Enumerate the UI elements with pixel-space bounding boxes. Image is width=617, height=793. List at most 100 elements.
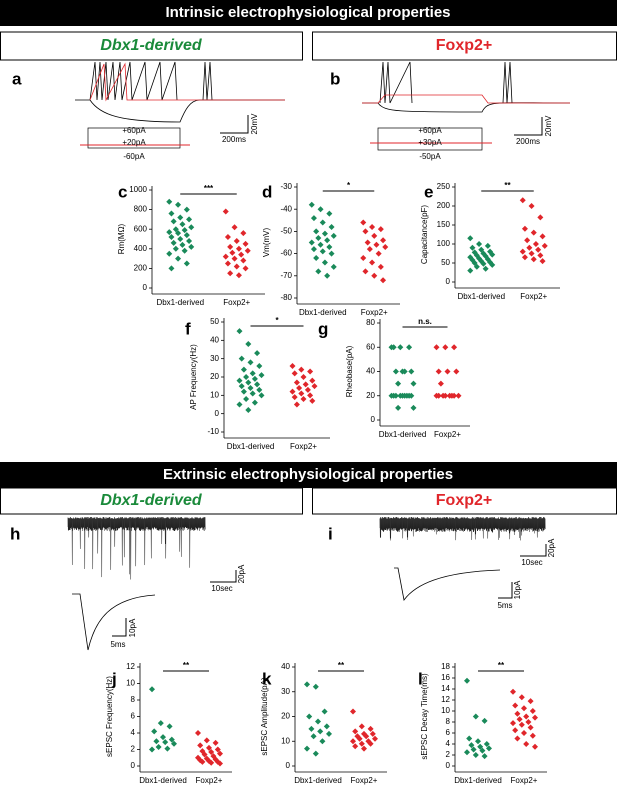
- data-point: [254, 381, 261, 388]
- data-point: [478, 246, 485, 253]
- data-point: [364, 239, 371, 246]
- data-point: [308, 725, 315, 732]
- y-tick-label: 0: [286, 761, 291, 770]
- data-point: [311, 383, 318, 390]
- data-point: [309, 397, 316, 404]
- data-point: [304, 386, 311, 393]
- header-title: Extrinsic electrophysiological propertie…: [163, 466, 453, 483]
- x-tick-label: Foxp2+: [511, 776, 538, 785]
- data-point: [489, 261, 496, 268]
- data-point: [321, 259, 328, 266]
- data-point: [510, 688, 516, 695]
- data-point: [401, 392, 408, 399]
- data-point: [307, 392, 314, 399]
- data-point: [242, 240, 249, 247]
- data-point: [523, 741, 530, 747]
- data-point: [296, 385, 303, 391]
- data-point: [188, 243, 195, 250]
- group-label: Dbx1-derived: [100, 492, 203, 509]
- data-point: [222, 253, 229, 260]
- data-point: [245, 379, 252, 386]
- y-tick-label: 6: [131, 712, 136, 721]
- y-tick-label: 12: [441, 695, 450, 704]
- data-point: [217, 750, 223, 757]
- data-point: [528, 250, 535, 257]
- data-point: [166, 723, 173, 730]
- scale-bar: [220, 115, 249, 134]
- y-tick-label: 200: [437, 201, 451, 210]
- data-point: [168, 234, 175, 241]
- header-bar: [0, 462, 617, 488]
- data-point: [401, 368, 408, 375]
- data-point: [410, 380, 417, 387]
- stimulus-label: +20pA: [122, 138, 146, 147]
- group-box: [0, 487, 303, 515]
- panel-letter: f: [185, 319, 191, 338]
- data-point: [369, 259, 376, 266]
- y-tick-label: -30: [280, 182, 292, 191]
- data-point: [155, 744, 162, 751]
- data-point: [527, 698, 534, 705]
- voltage-trace: [362, 61, 571, 113]
- y-axis-label: sEPSC Frequency(Hz): [105, 676, 114, 757]
- data-point: [227, 243, 234, 250]
- y-tick-label: 8: [446, 717, 451, 726]
- data-point: [217, 760, 223, 767]
- y-tick-label: 0: [143, 283, 148, 292]
- y-axis-label: sEPSC Decay Time(ms): [420, 673, 429, 760]
- data-point: [254, 350, 261, 357]
- data-point: [328, 250, 335, 257]
- group-box: [0, 31, 303, 61]
- data-point: [484, 242, 491, 249]
- data-point: [309, 377, 316, 384]
- y-axis-label: Capacitance(pF): [420, 205, 429, 264]
- y-tick-label: 0: [215, 409, 220, 418]
- data-point: [392, 368, 399, 375]
- data-point: [444, 368, 451, 375]
- data-point: [369, 730, 376, 737]
- scale-label: 5ms: [497, 601, 512, 610]
- data-point: [313, 255, 320, 262]
- significance-label: *: [275, 316, 279, 325]
- data-point: [475, 738, 481, 745]
- x-tick-label: Foxp2+: [361, 308, 388, 317]
- data-point: [324, 237, 331, 244]
- significance-label: **: [504, 181, 511, 190]
- data-point: [224, 260, 231, 267]
- header-title: Intrinsic electrophysiological propertie…: [165, 4, 450, 21]
- data-point: [541, 242, 548, 249]
- data-point: [358, 723, 365, 730]
- x-tick-label: Foxp2+: [351, 776, 378, 785]
- y-tick-label: 10: [441, 706, 450, 715]
- data-point: [245, 341, 252, 347]
- data-point: [481, 717, 488, 724]
- data-point: [326, 243, 333, 250]
- data-point: [307, 368, 314, 375]
- data-point: [153, 738, 160, 745]
- data-point: [525, 719, 532, 725]
- data-point: [535, 246, 542, 253]
- data-point: [326, 730, 332, 737]
- y-tick-label: 18: [441, 662, 450, 671]
- data-point: [470, 746, 477, 753]
- current-trace: [67, 517, 206, 580]
- data-point: [214, 746, 221, 753]
- stimulus-label: -60pA: [123, 152, 145, 161]
- data-point: [298, 366, 305, 373]
- scale-label: 10sec: [521, 558, 542, 567]
- data-point: [308, 239, 315, 246]
- y-tick-label: 80: [366, 318, 375, 327]
- data-point: [195, 730, 201, 736]
- data-point: [168, 736, 175, 743]
- panel-letter: i: [328, 524, 333, 543]
- scale-bar: [112, 618, 127, 637]
- data-point: [199, 758, 206, 765]
- data-point: [236, 401, 243, 408]
- data-point: [319, 248, 326, 255]
- data-point: [395, 380, 402, 387]
- data-point: [521, 254, 528, 261]
- data-point: [523, 713, 530, 720]
- data-point: [238, 383, 245, 390]
- data-point: [358, 740, 365, 747]
- data-point: [289, 388, 296, 395]
